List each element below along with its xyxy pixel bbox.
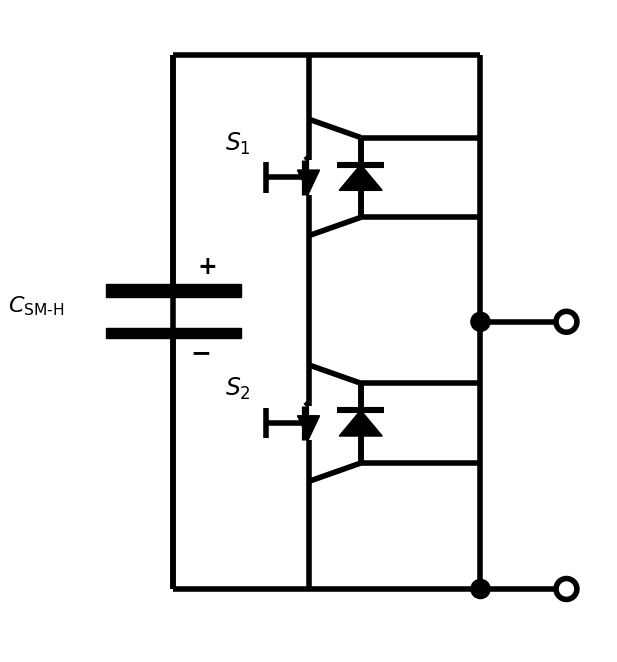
Bar — [106, 328, 241, 338]
Text: +: + — [197, 254, 217, 279]
Circle shape — [471, 579, 490, 598]
Text: $C_{\mathsf{SM\text{-}H}}$: $C_{\mathsf{SM\text{-}H}}$ — [7, 295, 64, 318]
Text: −: − — [191, 341, 212, 365]
Circle shape — [471, 312, 490, 332]
Polygon shape — [297, 170, 320, 193]
Text: $S_1$: $S_1$ — [225, 130, 251, 157]
Polygon shape — [339, 410, 382, 436]
Text: $S_2$: $S_2$ — [225, 376, 251, 402]
Bar — [106, 284, 241, 297]
Polygon shape — [339, 165, 382, 191]
Polygon shape — [297, 416, 320, 439]
